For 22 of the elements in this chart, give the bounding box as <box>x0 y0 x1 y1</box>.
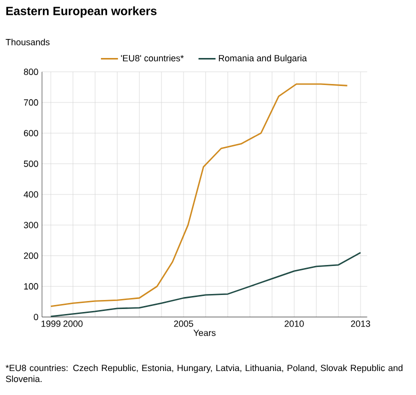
x-tick-label: 2005 <box>174 320 194 327</box>
x-tick-label: 2013 <box>351 320 370 327</box>
y-tick-label: 600 <box>24 130 38 136</box>
x-axis-title: Years <box>193 330 216 336</box>
legend-label: 'EU8' countries* <box>121 54 184 62</box>
y-tick-label: 400 <box>24 191 38 198</box>
y-tick-label: 0 <box>34 314 38 320</box>
y-tick-label: 800 <box>24 68 38 76</box>
line-series <box>50 83 348 307</box>
x-tick-label: 2010 <box>284 320 304 327</box>
y-axis-title: Thousands <box>6 38 50 46</box>
chart-title: Eastern European workers <box>6 6 156 18</box>
legend-label: Romania and Bulgaria <box>218 54 307 64</box>
y-tick-label: 100 <box>24 283 38 290</box>
y-tick-label: 700 <box>24 99 38 106</box>
y-tick-label: 500 <box>24 160 38 167</box>
text: *EU8 countries: Czech Republic, Estonia, Hungary, Latvia, Lithuania, Poland, Slovak Republic and Slovenia. <box>6 364 402 382</box>
y-tick-label: 200 <box>24 252 38 259</box>
x-tick-label: 2000 <box>63 320 83 327</box>
x-tick-label: 1999 <box>42 320 60 327</box>
line-series <box>50 252 362 318</box>
y-tick-label: 300 <box>24 222 38 228</box>
